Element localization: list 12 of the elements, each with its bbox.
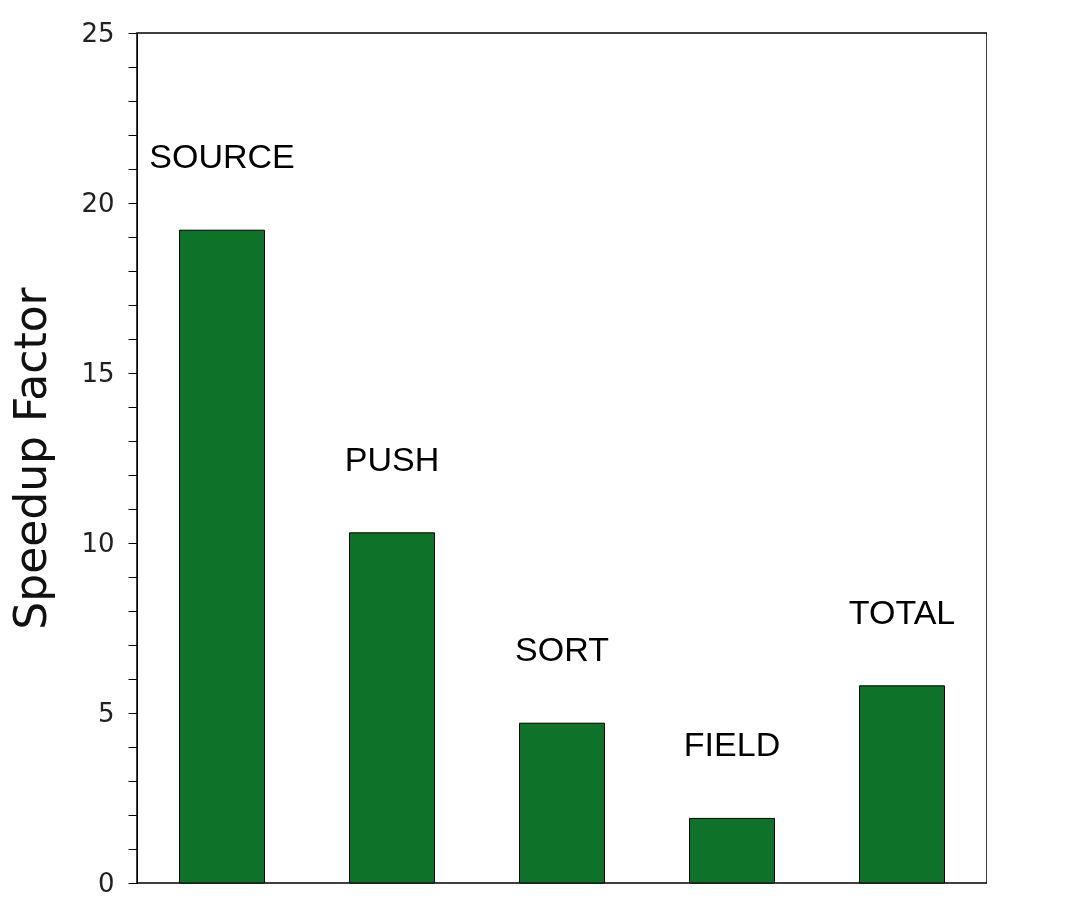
x-tick-label: SOURCE (149, 137, 295, 176)
y-axis-title: Speedup Factor (5, 286, 57, 630)
y-tick-label: 20 (81, 187, 115, 218)
y-tick-label: 0 (97, 867, 115, 898)
x-tick-label: SORT (515, 630, 609, 669)
x-tick-label: FIELD (683, 725, 781, 764)
x-tick-label: TOTAL (848, 592, 956, 631)
y-tick-label: 10 (81, 527, 115, 558)
y-tick-label: 5 (97, 697, 115, 728)
y-tick-label: 25 (81, 17, 115, 48)
x-tick-label: PUSH (344, 439, 440, 478)
y-tick-label: 15 (81, 357, 115, 388)
